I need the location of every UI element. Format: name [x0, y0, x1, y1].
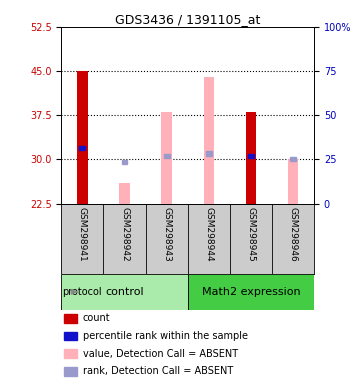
Bar [119, 183, 130, 204]
Text: control: control [105, 287, 144, 297]
Bar [188, 274, 314, 310]
Bar [61, 274, 188, 310]
Bar [64, 331, 77, 340]
Text: GSM298946: GSM298946 [288, 207, 297, 262]
Bar [290, 157, 296, 161]
Text: GSM298943: GSM298943 [162, 207, 171, 262]
Text: count: count [83, 313, 110, 323]
Bar [245, 112, 256, 204]
Text: percentile rank within the sample: percentile rank within the sample [83, 331, 248, 341]
Text: GSM298944: GSM298944 [204, 207, 213, 262]
Bar [77, 71, 88, 204]
Bar [204, 77, 214, 204]
Text: GSM298941: GSM298941 [78, 207, 87, 262]
Bar [288, 159, 298, 204]
Bar [64, 314, 77, 323]
Text: Math2 expression: Math2 expression [201, 287, 300, 297]
Bar [122, 160, 127, 164]
Bar [164, 154, 170, 159]
Bar [248, 154, 254, 159]
Bar [79, 146, 86, 150]
Text: GSM298945: GSM298945 [247, 207, 255, 262]
Text: rank, Detection Call = ABSENT: rank, Detection Call = ABSENT [83, 366, 233, 376]
Bar [64, 349, 77, 358]
Bar [64, 367, 77, 376]
Text: protocol: protocol [62, 287, 101, 297]
Bar [206, 151, 212, 156]
Bar [161, 112, 172, 204]
Text: GSM298942: GSM298942 [120, 207, 129, 262]
Text: value, Detection Call = ABSENT: value, Detection Call = ABSENT [83, 349, 238, 359]
Title: GDS3436 / 1391105_at: GDS3436 / 1391105_at [115, 13, 260, 26]
